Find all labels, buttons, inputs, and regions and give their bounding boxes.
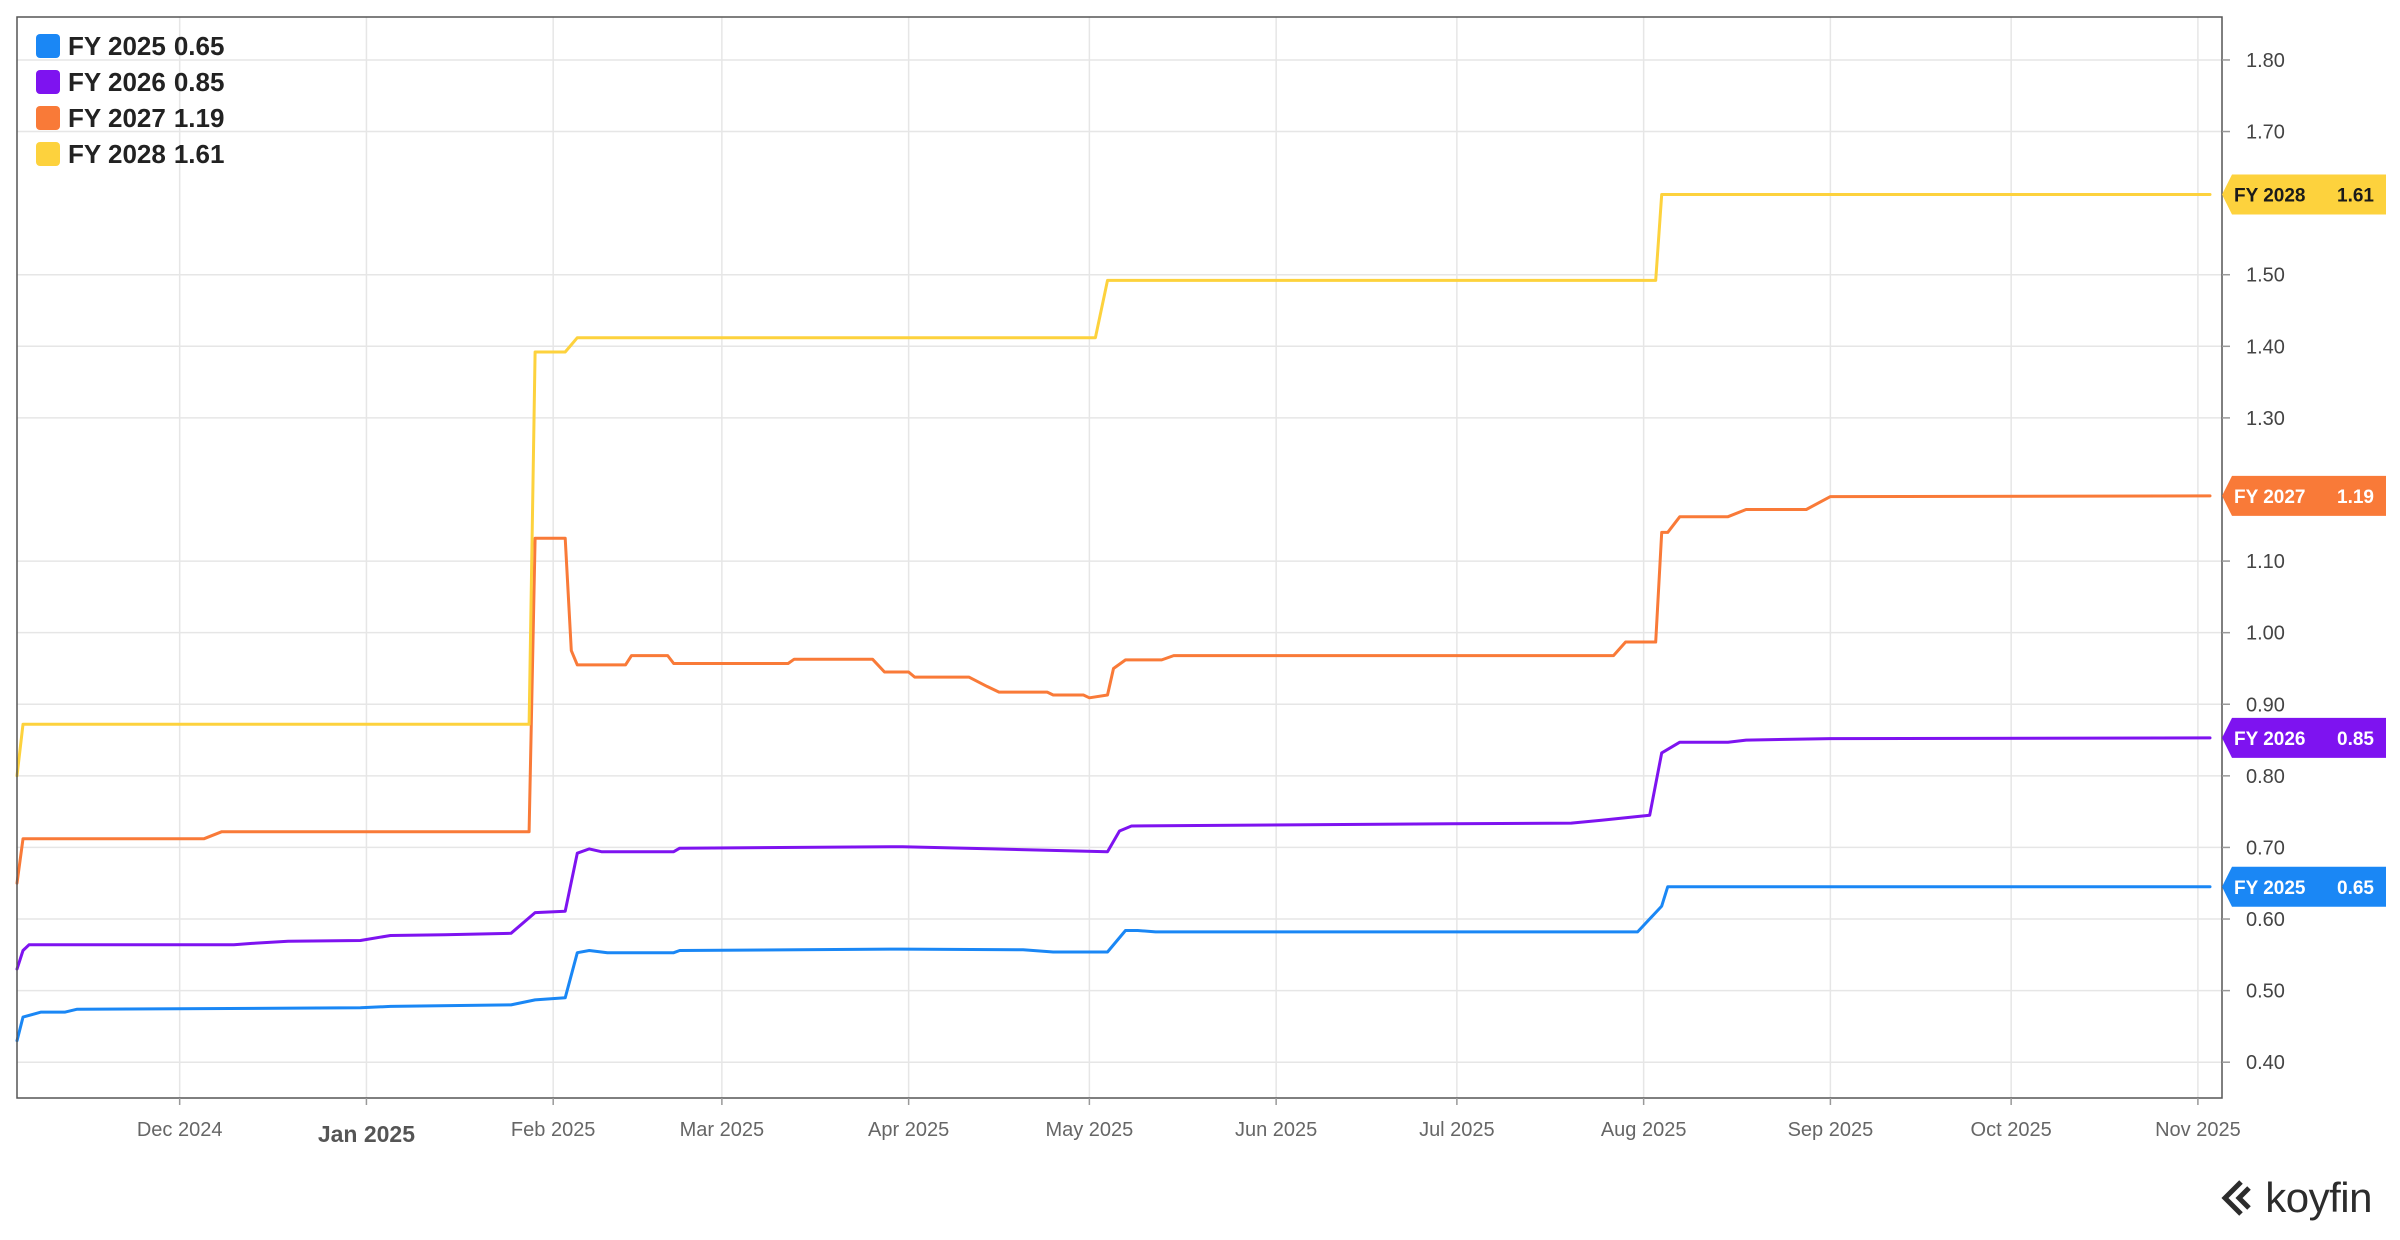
end-label-name: FY 2027 (2234, 487, 2305, 508)
legend: FY 2025 0.65 FY 2026 0.85 FY 2027 1.19 FY 2… (36, 28, 224, 172)
legend-label: FY 2026 0.85 (68, 66, 225, 97)
legend-swatch (36, 142, 60, 166)
y-tick-label: 1.30 (2246, 408, 2285, 430)
end-label-name: FY 2026 (2234, 729, 2305, 750)
x-tick-label: Jul 2025 (1419, 1119, 1495, 1141)
end-label-fy-2026: FY 2026 0.85 (2222, 717, 2386, 758)
horizontal-gridlines (17, 59, 2222, 1063)
x-axis: Dec 2024 Jan 2025 Feb 2025 Mar 2025 Apr 2025… (137, 1098, 2241, 1147)
series-line-fy-2028 (15, 193, 2212, 778)
end-label-value: 0.85 (2337, 729, 2374, 750)
end-label-name: FY 2025 (2234, 878, 2306, 899)
end-label-value: 0.65 (2337, 878, 2374, 899)
end-label-box (2222, 475, 2386, 516)
series-line-fy-2025 (15, 885, 2212, 1043)
end-label-box (2222, 717, 2386, 758)
vertical-gridlines (178, 17, 2199, 1098)
legend-item-fy2026[interactable]: FY 2026 0.85 (36, 64, 224, 100)
x-tick-label: Nov 2025 (2155, 1119, 2241, 1141)
legend-item-fy2027[interactable]: FY 2027 1.19 (36, 100, 224, 136)
legend-label: FY 2027 1.19 (68, 102, 225, 133)
y-tick-label: 0.60 (2246, 909, 2285, 931)
plot-frame (16, 16, 2223, 1099)
x-tick-label: Mar 2025 (680, 1119, 765, 1141)
y-tick-label: 0.80 (2246, 766, 2285, 788)
x-tick-label: Dec 2024 (137, 1119, 223, 1141)
y-tick-label: 0.50 (2246, 981, 2285, 1003)
x-tick-label: Aug 2025 (1601, 1119, 1687, 1141)
y-tick-label: 1.40 (2246, 336, 2285, 358)
x-tick-label: Apr 2025 (868, 1119, 949, 1141)
legend-label: FY 2025 0.65 (68, 30, 225, 61)
legend-swatch (36, 34, 60, 58)
series-line-fy-2026 (15, 736, 2212, 971)
koyfin-wordmark: koyfin (2265, 1174, 2372, 1221)
y-tick-label: 1.80 (2246, 50, 2285, 72)
end-label-fy-2025: FY 2025 0.65 (2222, 866, 2386, 907)
legend-swatch (36, 106, 60, 130)
y-tick-label: 1.70 (2246, 122, 2285, 144)
x-tick-label: Sep 2025 (1788, 1119, 1874, 1141)
x-tick-label: Jan 2025 (318, 1121, 415, 1147)
x-tick-label: Jun 2025 (1235, 1119, 1317, 1141)
end-label-fy-2027: FY 2027 1.19 (2222, 475, 2386, 516)
series-end-labels: FY 2025 0.65 FY 2026 0.85 FY 2027 1.19 FY 2028… (2222, 174, 2386, 907)
x-tick-label: Feb 2025 (511, 1119, 596, 1141)
series-lines (15, 193, 2212, 1043)
koyfin-mark-icon (2221, 1180, 2252, 1216)
legend-swatch (36, 70, 60, 94)
y-tick-label: 1.00 (2246, 623, 2285, 645)
legend-item-fy2025[interactable]: FY 2025 0.65 (36, 28, 224, 64)
legend-item-fy2028[interactable]: FY 2028 1.61 (36, 136, 224, 172)
koyfin-logo: koyfin (2219, 1174, 2372, 1222)
end-label-value: 1.61 (2337, 186, 2374, 207)
y-tick-label: 1.50 (2246, 265, 2285, 287)
series-line-fy-2027 (15, 494, 2212, 885)
end-label-box (2222, 866, 2386, 907)
end-label-fy-2028: FY 2028 1.61 (2222, 174, 2386, 215)
end-label-name: FY 2028 (2234, 186, 2305, 207)
x-tick-label: May 2025 (1045, 1119, 1133, 1141)
y-tick-label: 0.40 (2246, 1052, 2285, 1074)
y-tick-label: 0.70 (2246, 837, 2285, 859)
y-axis: 0.40 0.50 0.60 0.70 0.80 0.90 1.00 1.10 1.30 1.40… (2222, 50, 2285, 1074)
x-tick-label: Oct 2025 (1971, 1119, 2052, 1141)
legend-label: FY 2028 1.61 (68, 138, 225, 169)
y-tick-label: 0.90 (2246, 694, 2285, 716)
end-label-value: 1.19 (2337, 487, 2374, 508)
y-tick-label: 1.10 (2246, 551, 2285, 573)
end-label-box (2222, 174, 2386, 215)
